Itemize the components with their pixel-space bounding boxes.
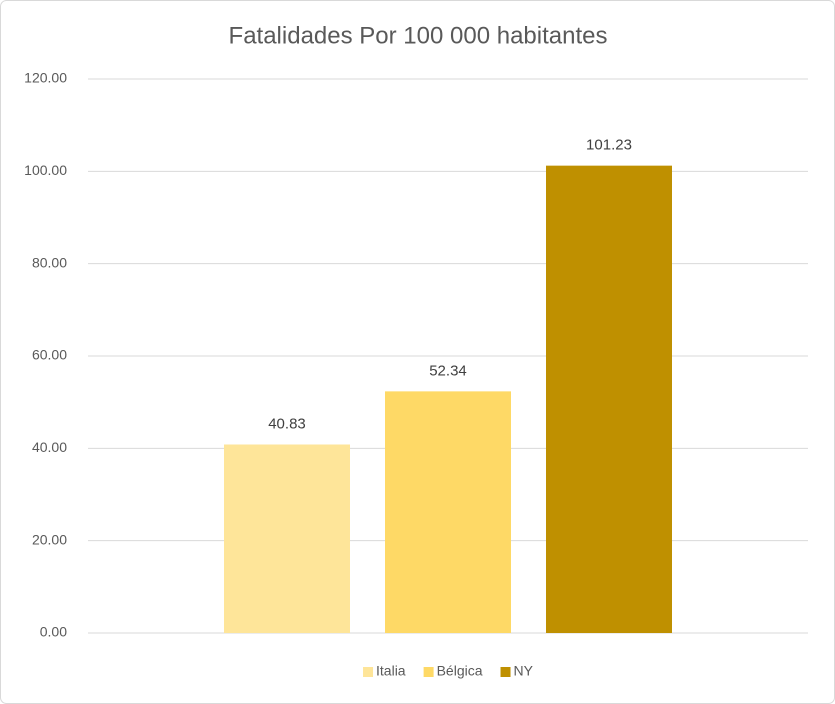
bar xyxy=(224,444,350,633)
legend-label: Italia xyxy=(376,663,406,679)
bar xyxy=(385,391,511,633)
legend-swatch xyxy=(423,667,434,677)
y-tick-label: 0.00 xyxy=(40,624,67,640)
y-tick-label: 120.00 xyxy=(24,70,67,86)
legend-swatch xyxy=(363,667,374,677)
y-tick-label: 40.00 xyxy=(32,439,67,455)
bar xyxy=(546,165,672,633)
legend-label: Bélgica xyxy=(437,663,483,679)
legend-swatch xyxy=(500,667,511,677)
y-tick-label: 60.00 xyxy=(32,347,67,363)
data-label: 40.83 xyxy=(268,415,306,432)
data-label: 101.23 xyxy=(586,137,632,154)
chart-title: Fatalidades Por 100 000 habitantes xyxy=(229,22,608,49)
y-tick-label: 100.00 xyxy=(24,162,67,178)
y-tick-label: 80.00 xyxy=(32,254,67,270)
y-tick-label: 20.00 xyxy=(32,531,67,547)
data-label: 52.34 xyxy=(429,362,467,379)
legend-label: NY xyxy=(514,663,534,679)
